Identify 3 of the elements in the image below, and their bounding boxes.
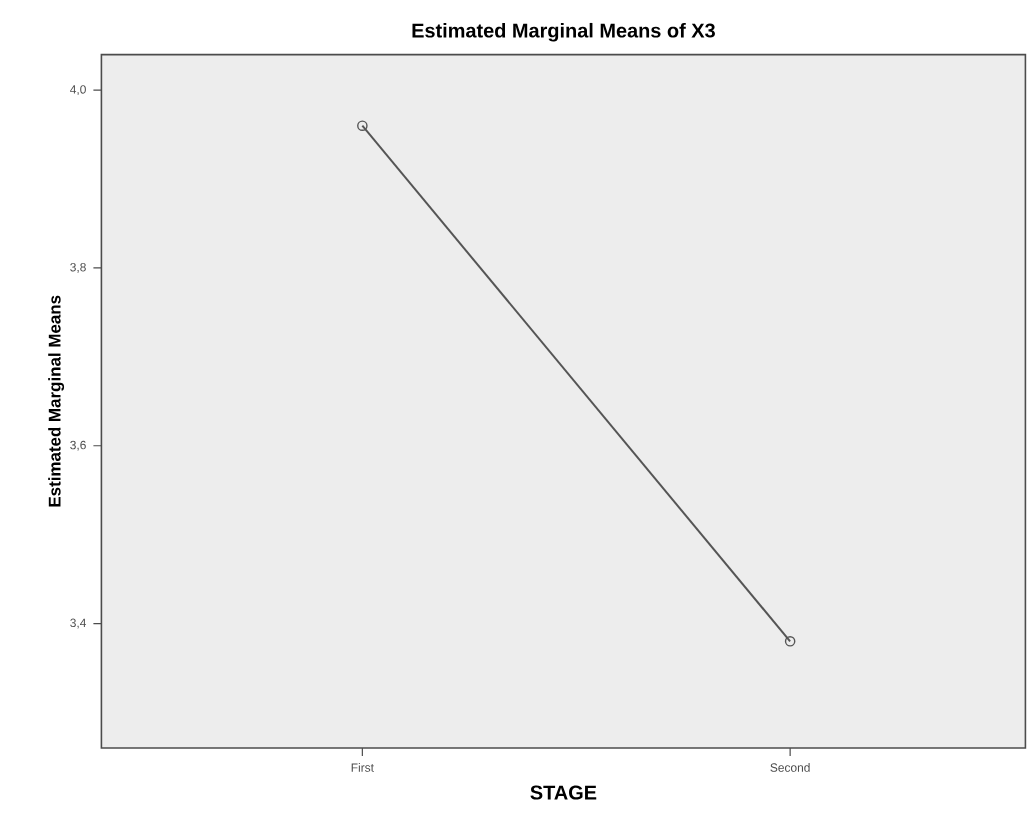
- chart-title: Estimated Marginal Means of X3: [412, 22, 715, 42]
- x-axis-title: STAGE: [530, 785, 597, 800]
- y-axis-title: Estimated Marginal Means: [48, 295, 65, 507]
